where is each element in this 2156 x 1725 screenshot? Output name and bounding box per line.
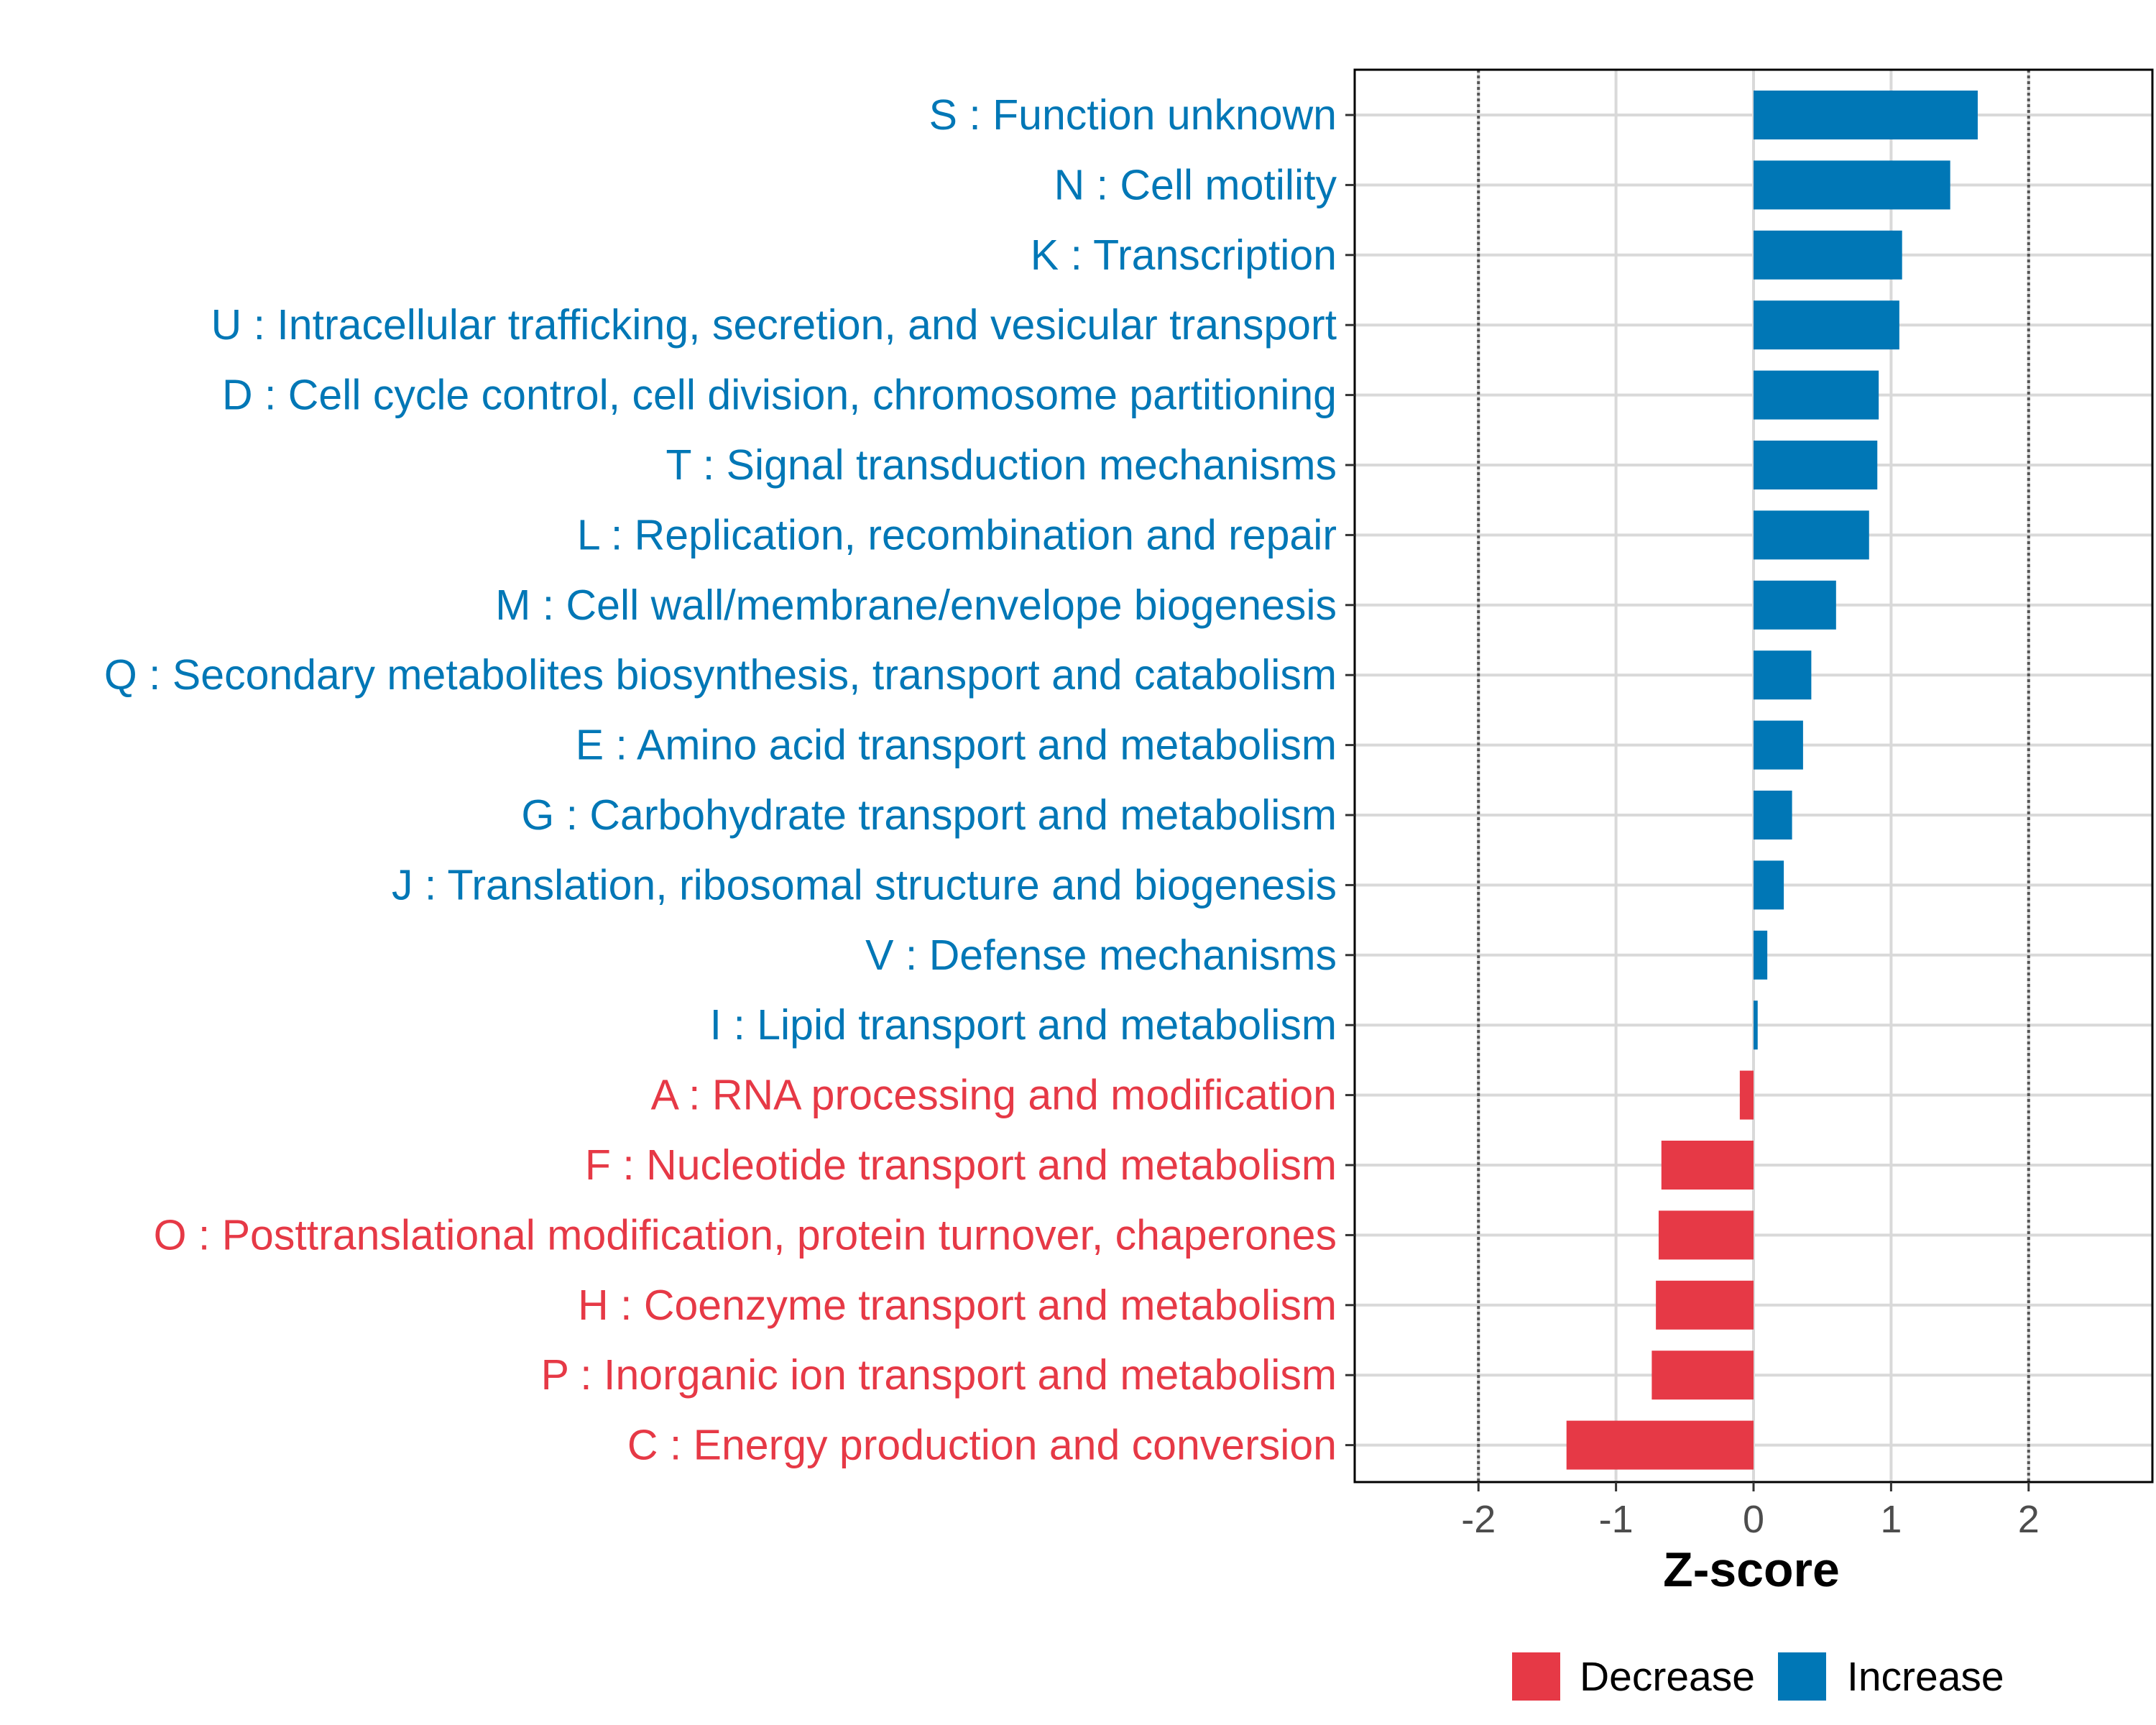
bar: [1754, 510, 1869, 560]
x-ticks: -2 -1 0 1 2: [1461, 1482, 2040, 1541]
x-tick-label: 1: [1880, 1498, 1902, 1541]
gridlines: [1355, 70, 2152, 1482]
category-label: P : Inorganic ion transport and metaboli…: [541, 1351, 1337, 1399]
x-tick-label: 0: [1743, 1498, 1764, 1541]
category-label: E : Amino acid transport and metabolism: [576, 722, 1337, 769]
legend-label-decrease: Decrease: [1580, 1654, 1755, 1700]
category-labels: S : Function unknown N : Cell motility K :…: [104, 91, 1337, 1469]
bar: [1754, 91, 1978, 139]
bar: [1754, 300, 1899, 350]
category-label: L : Replication, recombination and repai…: [577, 511, 1337, 558]
category-label: Q : Secondary metabolites biosynthesis, …: [104, 651, 1337, 699]
bar: [1754, 650, 1812, 700]
x-tick-label: -1: [1599, 1498, 1634, 1541]
bar: [1754, 370, 1879, 420]
bar: [1754, 441, 1878, 489]
bar: [1656, 1280, 1754, 1330]
x-axis-title: Z-score: [1663, 1542, 1840, 1597]
bar: [1754, 791, 1792, 840]
category-label: T : Signal transduction mechanisms: [665, 441, 1337, 489]
category-label: N : Cell motility: [1054, 161, 1337, 208]
category-label: M : Cell wall/membrane/envelope biogenes…: [495, 581, 1337, 629]
category-label: J : Translation, ribosomal structure and…: [392, 861, 1337, 908]
x-tick-label: 2: [2018, 1498, 2040, 1541]
bar: [1754, 860, 1784, 910]
bar: [1658, 1210, 1754, 1260]
bar: [1754, 1000, 1758, 1050]
category-label: H : Coenzyme transport and metabolism: [578, 1282, 1337, 1329]
x-tick-label: -2: [1461, 1498, 1496, 1541]
category-label: F : Nucleotide transport and metabolism: [585, 1141, 1337, 1189]
bar: [1739, 1070, 1754, 1120]
category-label: C : Energy production and conversion: [627, 1422, 1337, 1469]
bar: [1661, 1141, 1754, 1190]
y-ticks: [1345, 114, 1355, 1447]
bar: [1754, 160, 1950, 210]
category-label: D : Cell cycle control, cell division, c…: [222, 372, 1337, 419]
bar: [1754, 580, 1836, 630]
bar: [1651, 1351, 1754, 1400]
legend-swatch-decrease: [1512, 1652, 1560, 1701]
bar: [1754, 930, 1768, 980]
legend: Decrease Increase: [1512, 1652, 2004, 1701]
legend-label-increase: Increase: [1847, 1654, 2004, 1700]
category-label: I : Lipid transport and metabolism: [710, 1001, 1337, 1049]
category-label: O : Posttranslational modification, prot…: [154, 1211, 1337, 1259]
legend-swatch-increase: [1778, 1652, 1826, 1701]
bar: [1754, 230, 1902, 280]
category-label: A : RNA processing and modification: [651, 1072, 1337, 1119]
category-label: G : Carbohydrate transport and metabolis…: [521, 791, 1337, 839]
category-label: V : Defense mechanisms: [865, 932, 1337, 979]
category-label: U : Intracellular trafficking, secretion…: [211, 301, 1337, 349]
category-label: S : Function unknown: [929, 91, 1337, 139]
category-label: K : Transcription: [1031, 231, 1337, 279]
bar: [1566, 1420, 1754, 1470]
bar: [1754, 720, 1803, 770]
bars: [1566, 91, 1978, 1470]
